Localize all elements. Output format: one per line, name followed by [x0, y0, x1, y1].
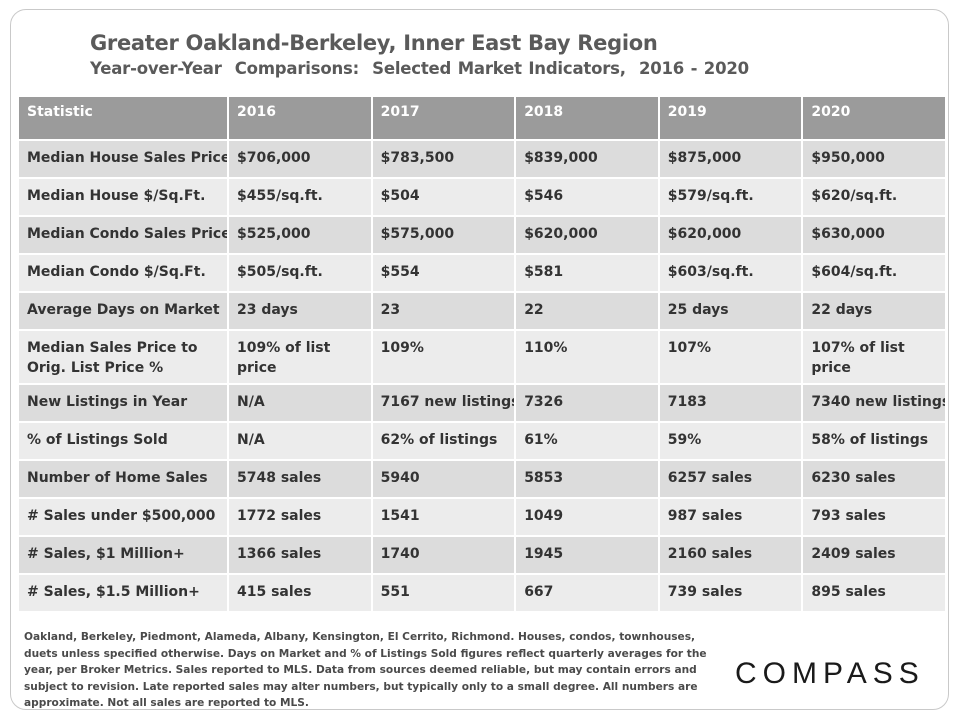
value-cell: $630,000 [801, 215, 947, 255]
value-cell: N/A [227, 383, 373, 423]
value-cell: 739 sales [657, 573, 804, 613]
value-cell: 551 [370, 573, 517, 613]
value-cell: $783,500 [370, 139, 517, 179]
value-cell: 5748 sales [227, 459, 373, 499]
value-cell: $504 [370, 177, 517, 217]
value-cell: $505/sq.ft. [227, 253, 373, 293]
row-label-cell: Median House $/Sq.Ft. [17, 177, 229, 217]
value-cell: 2409 sales [801, 535, 947, 575]
table-row: Median House Sales Price $706,000 $783,500… [17, 139, 947, 179]
value-cell: 793 sales [801, 497, 947, 537]
compass-logo: COMPASS [735, 657, 925, 690]
value-cell: 987 sales [657, 497, 804, 537]
value-cell: 1366 sales [227, 535, 373, 575]
row-label-cell: Median Sales Price to Orig. List Price % [17, 329, 229, 385]
table-row: # Sales, $1.5 Million+ 415 sales 551 667 739… [17, 573, 947, 613]
value-cell: 5853 [514, 459, 660, 499]
table-row: Median Condo $/Sq.Ft. $505/sq.ft. $554 $581… [17, 253, 947, 293]
value-cell: N/A [227, 421, 373, 461]
value-cell: 107% of list price [801, 329, 947, 385]
value-cell: 7167 new listings [370, 383, 517, 423]
value-cell: 62% of listings [370, 421, 517, 461]
page-title: Greater Oakland-Berkeley, Inner East Bay… [90, 31, 658, 55]
value-cell: 7326 [514, 383, 660, 423]
value-cell: $620,000 [657, 215, 804, 255]
value-cell: $950,000 [801, 139, 947, 179]
market-indicators-table: Statistic 2016 2017 2018 2019 2020 Media… [17, 95, 947, 613]
footnote: Oakland, Berkeley, Piedmont, Alameda, Al… [24, 631, 707, 709]
value-cell: 1541 [370, 497, 517, 537]
value-cell: $579/sq.ft. [657, 177, 804, 217]
column-header: 2017 [370, 95, 517, 141]
value-cell: 23 days [227, 291, 373, 331]
value-cell: 1772 sales [227, 497, 373, 537]
table-header-row: Statistic 2016 2017 2018 2019 2020 [17, 95, 947, 141]
value-cell: $554 [370, 253, 517, 293]
value-cell: 61% [514, 421, 660, 461]
value-cell: 1945 [514, 535, 660, 575]
column-header: Statistic [17, 95, 229, 141]
row-label-cell: # Sales under $500,000 [17, 497, 229, 537]
value-cell: $620/sq.ft. [801, 177, 947, 217]
table-row: % of Listings Sold N/A 62% of listings 61% 5… [17, 421, 947, 461]
table-row: # Sales, $1 Million+ 1366 sales 1740 1945 21… [17, 535, 947, 575]
column-header: 2020 [801, 95, 947, 141]
row-label-cell: # Sales, $1.5 Million+ [17, 573, 229, 613]
value-cell: $620,000 [514, 215, 660, 255]
value-cell: 58% of listings [801, 421, 947, 461]
value-cell: 59% [657, 421, 804, 461]
column-header: 2018 [514, 95, 660, 141]
value-cell: $604/sq.ft. [801, 253, 947, 293]
table-row: Number of Home Sales 5748 sales 5940 5853 62… [17, 459, 947, 499]
row-label-cell: # Sales, $1 Million+ [17, 535, 229, 575]
row-label-cell: Median House Sales Price [17, 139, 229, 179]
value-cell: $455/sq.ft. [227, 177, 373, 217]
row-label-cell: % of Listings Sold [17, 421, 229, 461]
value-cell: 109% of list price [227, 329, 373, 385]
value-cell: 6257 sales [657, 459, 804, 499]
value-cell: $706,000 [227, 139, 373, 179]
value-cell: 895 sales [801, 573, 947, 613]
table-row: # Sales under $500,000 1772 sales 1541 1049… [17, 497, 947, 537]
value-cell: $839,000 [514, 139, 660, 179]
value-cell: 7183 [657, 383, 804, 423]
value-cell: 1740 [370, 535, 517, 575]
value-cell: 22 days [801, 291, 947, 331]
value-cell: 2160 sales [657, 535, 804, 575]
value-cell: 1049 [514, 497, 660, 537]
value-cell: 109% [370, 329, 517, 385]
table-row: Median Sales Price to Orig. List Price %… [17, 329, 947, 385]
value-cell: $581 [514, 253, 660, 293]
value-cell: 110% [514, 329, 660, 385]
value-cell: 7340 new listings [801, 383, 947, 423]
table-row: Average Days on Market 23 days 23 22 25 days… [17, 291, 947, 331]
table-row: New Listings in Year N/A 7167 new listings… [17, 383, 947, 423]
value-cell: $525,000 [227, 215, 373, 255]
page-subtitle: Year-over-Year Comparisons: Selected Mar… [90, 59, 749, 78]
row-label-cell: Median Condo Sales Price [17, 215, 229, 255]
row-label-cell: New Listings in Year [17, 383, 229, 423]
row-label-cell: Median Condo $/Sq.Ft. [17, 253, 229, 293]
column-header: 2019 [657, 95, 804, 141]
value-cell: $546 [514, 177, 660, 217]
value-cell: 5940 [370, 459, 517, 499]
value-cell: $603/sq.ft. [657, 253, 804, 293]
value-cell: 415 sales [227, 573, 373, 613]
value-cell: 6230 sales [801, 459, 947, 499]
value-cell: 107% [657, 329, 804, 385]
row-label-cell: Average Days on Market [17, 291, 229, 331]
value-cell: $875,000 [657, 139, 804, 179]
value-cell: $575,000 [370, 215, 517, 255]
table-row: Median Condo Sales Price $525,000 $575,000… [17, 215, 947, 255]
row-label-cell: Number of Home Sales [17, 459, 229, 499]
value-cell: 23 [370, 291, 517, 331]
value-cell: 22 [514, 291, 660, 331]
table-row: Median House $/Sq.Ft. $455/sq.ft. $504 $546… [17, 177, 947, 217]
column-header: 2016 [227, 95, 373, 141]
value-cell: 25 days [657, 291, 804, 331]
value-cell: 667 [514, 573, 660, 613]
